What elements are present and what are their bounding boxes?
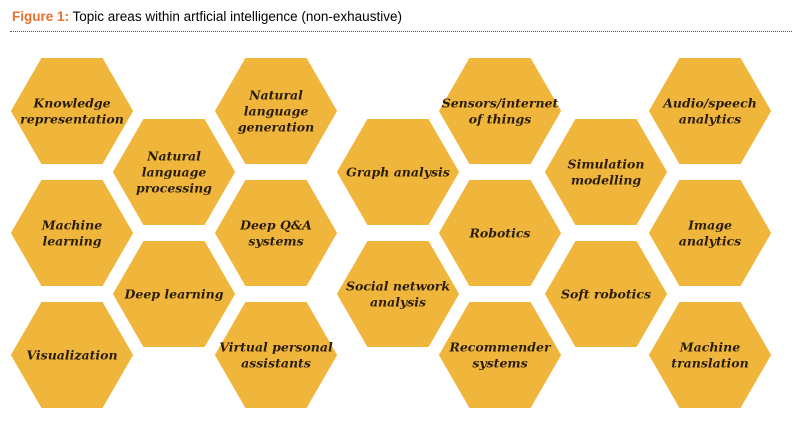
hex-label-line: Recommender: [448, 340, 551, 355]
hexagon-shape: [9, 300, 135, 410]
hex-label-line: analytics: [679, 234, 741, 249]
hex-label-line: Deep Q&A: [239, 218, 312, 233]
hex-label-line: Audio/speech: [662, 96, 757, 111]
hex-deep-learning: Deep learning: [111, 239, 237, 349]
hexagon-shape: [543, 117, 669, 227]
hexagon-shape: [213, 56, 339, 166]
hex-label-line: Natural: [146, 149, 201, 164]
hexagon-shape: [9, 178, 135, 288]
hex-label-line: Simulation: [568, 157, 645, 172]
hex-label-line: Virtual personal: [219, 340, 333, 355]
hexagon-shape: [111, 117, 237, 227]
hex-label-line: Soft robotics: [561, 287, 651, 302]
hex-label-line: systems: [472, 356, 527, 371]
hex-label-line: analytics: [679, 112, 741, 127]
hex-label-line: language: [244, 104, 309, 119]
hexagon-shape: [9, 56, 135, 166]
hexagon-shape: [437, 56, 563, 166]
hex-label-line: translation: [671, 356, 748, 371]
hex-label-line: systems: [248, 234, 303, 249]
hex-label-line: processing: [136, 181, 212, 196]
hexagon-shape: [213, 178, 339, 288]
hex-label-line: Natural: [248, 88, 303, 103]
figure-caption: Topic areas within artficial intelligenc…: [72, 9, 402, 24]
hexagon-shape: [335, 239, 461, 349]
figure-title: Figure 1: Topic areas within artficial i…: [12, 9, 402, 24]
title-divider: [10, 31, 792, 32]
hex-robotics: Robotics: [437, 178, 563, 288]
hex-label-line: Machine: [679, 340, 740, 355]
hexagon-shape: [437, 178, 563, 288]
hexagon-shape: [213, 300, 339, 410]
hex-label-line: analysis: [370, 295, 426, 310]
figure-label: Figure 1:: [12, 9, 70, 24]
hex-label-line: learning: [42, 234, 101, 249]
hex-label-line: Social network: [346, 279, 450, 294]
hex-label-line: Robotics: [469, 226, 531, 241]
hexagon-shape: [543, 239, 669, 349]
hex-label-line: Graph analysis: [346, 165, 450, 180]
hex-label-line: assistants: [241, 356, 311, 371]
hex-soft-robotics: Soft robotics: [543, 239, 669, 349]
hex-visualization: Visualization: [9, 300, 135, 410]
hex-graph-analysis: Graph analysis: [335, 117, 461, 227]
hex-label-line: Sensors/internet: [442, 96, 559, 111]
hex-label-line: language: [142, 165, 207, 180]
hexagon-shape: [111, 239, 237, 349]
hex-label-line: Image: [687, 218, 732, 233]
hex-label-line: representation: [20, 112, 124, 127]
hex-label-line: of things: [469, 112, 532, 127]
hexagon-shape: [647, 300, 773, 410]
hex-label-line: Knowledge: [32, 96, 110, 111]
hex-label-line: Machine: [41, 218, 102, 233]
hex-label-line: modelling: [571, 173, 642, 188]
hex-label-line: Visualization: [26, 348, 117, 363]
hexagon-shape: [647, 56, 773, 166]
hexagon-shape: [647, 178, 773, 288]
hexagon-shape: [335, 117, 461, 227]
hex-label-line: generation: [238, 120, 314, 135]
hexagon-shape: [437, 300, 563, 410]
hex-label-line: Deep learning: [124, 287, 224, 302]
